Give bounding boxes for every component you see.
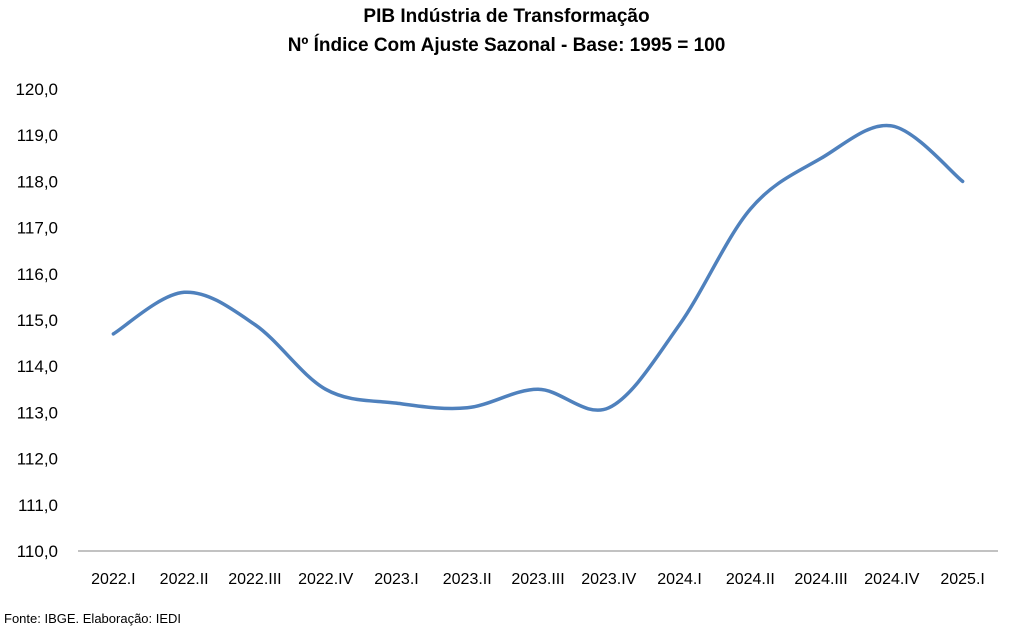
- data-point: [678, 323, 682, 327]
- x-tick-label: 2022.IV: [298, 571, 353, 588]
- y-tick-label: 119,0: [17, 126, 58, 145]
- source-note: Fonte: IBGE. Elaboração: IEDI: [4, 611, 182, 626]
- x-tick-label: 2023.III: [511, 571, 564, 588]
- x-tick-label: 2024.II: [726, 571, 775, 588]
- y-tick-label: 117,0: [17, 219, 58, 238]
- y-axis: 110,0 111,0 112,0 113,0 114,0 115,0 116,0 117,0…: [15, 80, 58, 561]
- data-points: [111, 124, 965, 410]
- y-tick-label: 115,0: [17, 311, 58, 330]
- y-tick-label: 114,0: [17, 357, 58, 376]
- y-tick-label: 113,0: [17, 403, 58, 422]
- data-point: [819, 156, 823, 160]
- data-point: [111, 332, 115, 336]
- x-tick-label: 2022.III: [228, 571, 281, 588]
- x-tick-label: 2024.III: [794, 571, 847, 588]
- chart-title: PIB Indústria de Transformação: [363, 6, 650, 27]
- data-point: [607, 406, 611, 410]
- x-tick-label: 2023.II: [443, 571, 492, 588]
- y-tick-label: 112,0: [17, 450, 58, 469]
- data-point: [465, 406, 469, 410]
- y-tick-label: 111,0: [18, 496, 58, 515]
- y-tick-label: 118,0: [17, 172, 58, 191]
- data-point: [890, 124, 894, 128]
- data-point: [536, 387, 540, 391]
- data-point: [324, 387, 328, 391]
- x-tick-label: 2022.I: [91, 571, 135, 588]
- data-point: [182, 290, 186, 294]
- y-tick-label: 110,0: [17, 542, 58, 561]
- chart-subtitle: Nº Índice Com Ajuste Sazonal - Base: 199…: [287, 35, 726, 56]
- y-tick-label: 120,0: [15, 80, 58, 99]
- data-point: [961, 179, 965, 183]
- x-tick-label: 2023.I: [374, 571, 418, 588]
- x-tick-label: 2025.I: [940, 571, 984, 588]
- x-tick-label: 2023.IV: [581, 571, 636, 588]
- x-tick-label: 2024.IV: [864, 571, 919, 588]
- x-tick-label: 2024.I: [657, 571, 701, 588]
- line-chart: 110,0 111,0 112,0 113,0 114,0 115,0 116,0 117,0…: [15, 80, 998, 588]
- x-tick-label: 2022.II: [160, 571, 209, 588]
- y-tick-label: 116,0: [17, 265, 58, 284]
- data-point: [253, 323, 257, 327]
- data-point: [394, 401, 398, 405]
- x-axis: 2022.I 2022.II 2022.III 2022.IV 2023.I 2023.I…: [91, 571, 985, 588]
- data-point: [748, 207, 752, 211]
- series-line: [111, 123, 965, 412]
